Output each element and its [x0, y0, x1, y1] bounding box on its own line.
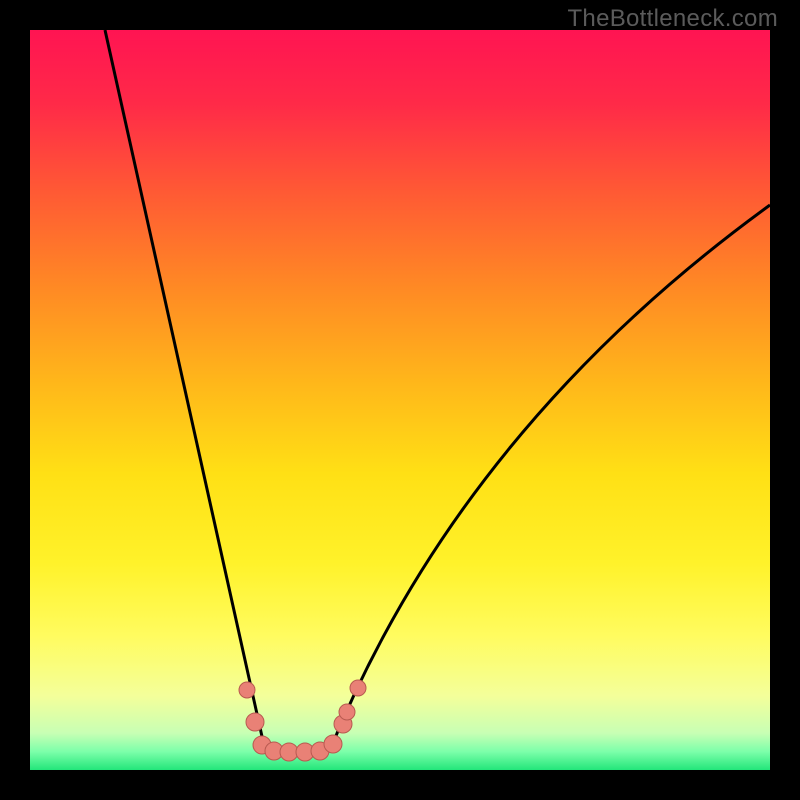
curve-right-branch [330, 205, 770, 750]
curve-left-branch [105, 30, 265, 750]
plot-area [30, 30, 770, 770]
data-marker [246, 713, 264, 731]
data-marker [239, 682, 255, 698]
data-marker [280, 743, 298, 761]
watermark-text: TheBottleneck.com [567, 5, 778, 33]
data-marker [324, 735, 342, 753]
chart-frame [0, 0, 800, 800]
data-markers [239, 680, 366, 761]
data-marker [350, 680, 366, 696]
bottleneck-curve [30, 30, 770, 770]
data-marker [339, 704, 355, 720]
